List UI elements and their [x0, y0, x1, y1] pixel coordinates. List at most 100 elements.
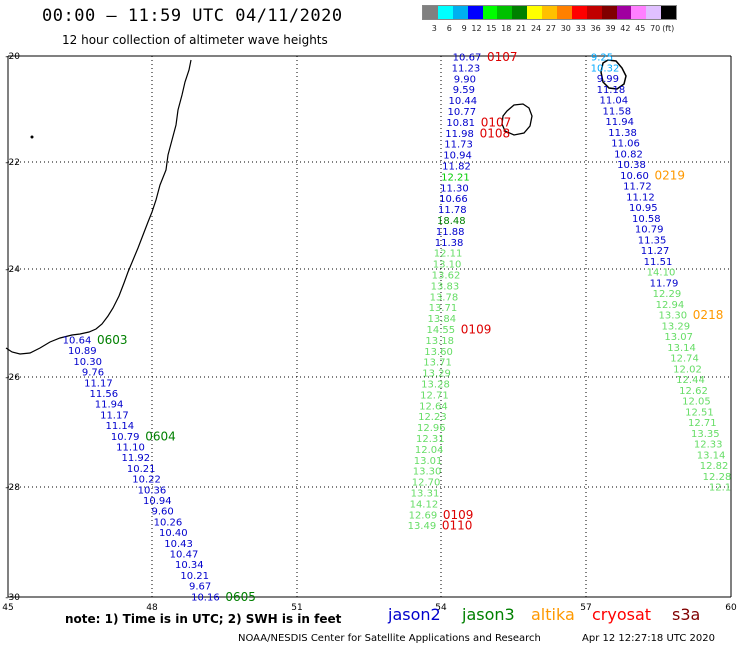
wave-height-label: 12.69 [409, 510, 438, 521]
wave-height-label: 9.59 [453, 85, 475, 96]
legend-swatch [423, 6, 438, 19]
wave-height-label: 13.49 [408, 521, 437, 532]
wave-height-label: 11.94 [95, 400, 124, 411]
wave-height-label: 13.01 [414, 456, 443, 467]
legend-swatch [616, 6, 632, 19]
wave-height-label: 10.60 [620, 171, 649, 182]
wave-height-label: 11.23 [452, 63, 481, 74]
wave-height-label: 9.99 [597, 74, 619, 85]
wave-height-label: 12.02 [673, 364, 702, 375]
legend-tick: 33 [575, 24, 586, 33]
wave-height-label: 13.31 [411, 489, 440, 500]
y-axis-tick: -22 [5, 158, 20, 168]
footer-timestamp: Apr 12 12:27:18 UTC 2020 [582, 633, 715, 644]
wave-height-label: 12.05 [682, 397, 711, 408]
wave-height-label: 11.51 [644, 257, 673, 268]
page-subtitle: 12 hour collection of altimeter wave hei… [62, 33, 328, 47]
mauritius-island-coastline [600, 59, 627, 90]
wave-height-label: 11.79 [650, 278, 679, 289]
footer-credit: NOAA/NESDIS Center for Satellite Applica… [238, 633, 541, 644]
wave-height-label: 12.94 [656, 300, 685, 311]
wave-height-label: 11.82 [442, 162, 471, 173]
legend-swatch [452, 6, 468, 19]
axis-labels: 45 48 51 54 57 60 -20 -22 -24 -26 -28 -30 [2, 52, 737, 613]
legend-tick: 45 [635, 24, 646, 33]
wave-height-label: 10.21 [180, 571, 209, 582]
legend-tick: 70 [650, 24, 661, 33]
x-axis-tick: 60 [725, 603, 737, 613]
wave-height-label: 11.58 [602, 106, 631, 117]
wave-height-label: 11.04 [599, 96, 628, 107]
wave-height-label: 13.14 [667, 343, 696, 354]
wave-height-label: 11.17 [100, 410, 129, 421]
y-axis-tick: -26 [5, 373, 20, 383]
y-axis-tick: -30 [5, 593, 20, 603]
wave-height-label: 10.94 [443, 151, 472, 162]
legend-swatch [542, 6, 558, 19]
wave-height-label: 10.47 [170, 550, 199, 561]
satellite-s3a: s3a [672, 605, 701, 624]
wave-height-label: 11.14 [105, 421, 134, 432]
wave-height-label: 12.64 [419, 401, 448, 412]
wave-height-label: 10.79 [111, 432, 140, 443]
wave-height-label: 12.29 [653, 289, 682, 300]
legend-ticks: 3 6 9 12 15 18 21 24 27 30 33 36 39 42 45 70 (ft) [422, 24, 677, 33]
track-middle: 10.6711.239.909.5910.4410.7710.8111.9811… [408, 50, 518, 533]
legend-tick: 12 [471, 24, 482, 33]
legend-swatch [586, 6, 602, 19]
time-label: 0218 [693, 308, 724, 322]
wave-height-label: 14.10 [647, 268, 676, 279]
wave-height-label: 14.55 [426, 325, 455, 336]
legend-swatch [497, 6, 513, 19]
legend-swatch [601, 6, 617, 19]
x-axis-tick: 57 [580, 603, 591, 613]
wave-height-label: 10.58 [632, 214, 661, 225]
wave-height-label: 12.62 [679, 386, 708, 397]
legend-swatch [631, 6, 647, 19]
wave-height-label: 10.30 [73, 357, 102, 368]
legend-tick: 21 [516, 24, 527, 33]
wave-height-label: 13.14 [697, 450, 726, 461]
x-axis-tick: 48 [146, 603, 158, 613]
legend-tick: 39 [605, 24, 616, 33]
legend-tick: 3 [431, 24, 437, 33]
wave-height-label: 11.88 [436, 227, 465, 238]
color-legend: 3 6 9 12 15 18 21 24 27 30 33 36 39 42 45 70 (ft) [422, 5, 678, 33]
wave-height-label: 12.71 [420, 390, 449, 401]
satellite-cryosat: cryosat [592, 605, 652, 624]
satellite-jason3: jason3 [462, 605, 515, 624]
legend-unit: (ft) [662, 24, 675, 33]
time-label: 0108 [480, 126, 511, 140]
wave-height-label: 12.23 [418, 412, 447, 423]
wave-height-label: 12.11 [434, 249, 463, 260]
wave-height-label: 11.35 [638, 235, 667, 246]
time-label: 0110 [442, 519, 473, 533]
wave-height-label: 10.95 [629, 203, 658, 214]
legend-tick: 9 [461, 24, 467, 33]
wave-height-label: 9.25 [591, 53, 613, 64]
wave-height-label: 9.90 [454, 74, 476, 85]
wave-height-label: 12.28 [703, 472, 732, 483]
y-axis-tick: -20 [5, 52, 20, 62]
wave-height-label: 12.96 [417, 423, 446, 434]
wave-height-label: 11.73 [444, 140, 473, 151]
time-label: 0604 [145, 429, 176, 443]
time-label: 0603 [97, 333, 128, 347]
wave-height-label: 11.30 [440, 183, 469, 194]
wave-height-label: 13.28 [421, 380, 450, 391]
wave-height-label: 12.31 [416, 434, 445, 445]
altimeter-tracks: 10.6410.8910.309.7611.1711.5611.9411.171… [63, 50, 732, 604]
wave-height-label: 13.62 [432, 271, 461, 282]
madagascar-coastline [5, 59, 192, 355]
wave-height-label: 10.40 [159, 528, 188, 539]
x-axis-tick: 51 [291, 603, 302, 613]
wave-height-label: 10.67 [453, 53, 482, 64]
wave-height-label: 13.29 [422, 369, 451, 380]
wave-height-label: 12.51 [685, 407, 714, 418]
legend-swatch [557, 6, 572, 19]
wave-height-label: 13.83 [431, 281, 460, 292]
wave-height-label: 11.72 [623, 182, 652, 193]
legend-tick: 36 [590, 24, 601, 33]
legend-swatch [646, 6, 662, 19]
